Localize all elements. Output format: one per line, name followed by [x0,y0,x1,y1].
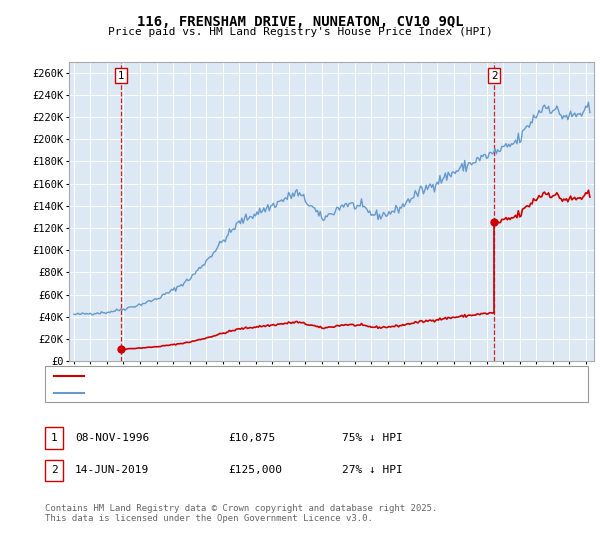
Text: Price paid vs. HM Land Registry's House Price Index (HPI): Price paid vs. HM Land Registry's House … [107,27,493,37]
Text: 14-JUN-2019: 14-JUN-2019 [75,465,149,475]
Text: £10,875: £10,875 [228,433,275,443]
Text: HPI: Average price, semi-detached house, Nuneaton and Bedworth: HPI: Average price, semi-detached house,… [90,388,454,398]
Text: 75% ↓ HPI: 75% ↓ HPI [342,433,403,443]
Text: 2: 2 [50,465,58,475]
Text: 2: 2 [491,71,497,81]
Text: 116, FRENSHAM DRIVE, NUNEATON, CV10 9QL (semi-detached house): 116, FRENSHAM DRIVE, NUNEATON, CV10 9QL … [90,371,448,381]
Text: 116, FRENSHAM DRIVE, NUNEATON, CV10 9QL: 116, FRENSHAM DRIVE, NUNEATON, CV10 9QL [137,15,463,29]
Text: 08-NOV-1996: 08-NOV-1996 [75,433,149,443]
Text: 1: 1 [118,71,124,81]
Text: 27% ↓ HPI: 27% ↓ HPI [342,465,403,475]
Text: 1: 1 [50,433,58,443]
Text: £125,000: £125,000 [228,465,282,475]
Text: Contains HM Land Registry data © Crown copyright and database right 2025.
This d: Contains HM Land Registry data © Crown c… [45,504,437,524]
